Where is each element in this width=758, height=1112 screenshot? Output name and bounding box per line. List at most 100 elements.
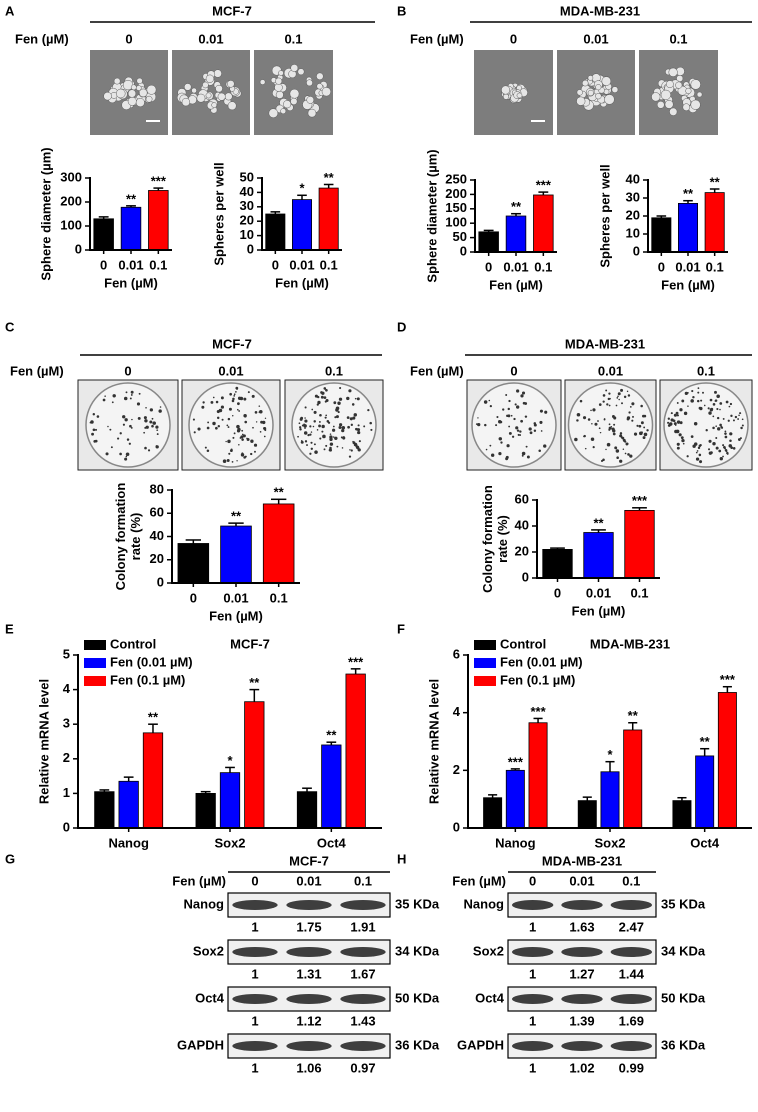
colony bbox=[332, 436, 335, 438]
colony bbox=[93, 440, 97, 443]
panel-title: MDA-MB-231 bbox=[542, 853, 622, 868]
colony bbox=[521, 451, 526, 456]
bar bbox=[678, 202, 699, 253]
x-tick-label: 0.01 bbox=[586, 585, 611, 600]
cell bbox=[601, 76, 612, 86]
size-label: 50 KDa bbox=[395, 990, 440, 1005]
y-tick-label: 100 bbox=[60, 217, 82, 232]
significance-label: * bbox=[607, 747, 613, 762]
colony bbox=[325, 414, 328, 417]
x-axis-label: Fen (µM) bbox=[209, 608, 263, 623]
colony bbox=[102, 398, 106, 402]
colony bbox=[264, 428, 267, 432]
y-axis-label: Relative mRNA level bbox=[36, 679, 51, 804]
relative-level: 1.31 bbox=[296, 966, 321, 981]
colony bbox=[324, 416, 327, 419]
colony bbox=[507, 414, 511, 418]
cell bbox=[275, 77, 283, 85]
colony bbox=[242, 434, 246, 438]
bar bbox=[704, 192, 725, 253]
colony bbox=[517, 433, 520, 436]
cell bbox=[669, 107, 678, 116]
lane-label: 0.1 bbox=[284, 31, 302, 46]
colony bbox=[322, 434, 326, 439]
colony bbox=[519, 434, 522, 436]
cell bbox=[215, 84, 223, 93]
colony bbox=[329, 446, 332, 450]
cell bbox=[611, 86, 619, 93]
colony bbox=[119, 432, 122, 435]
bar bbox=[220, 525, 252, 584]
y-tick-label: 200 bbox=[445, 186, 467, 201]
colony bbox=[719, 457, 723, 461]
colony bbox=[253, 443, 258, 447]
colony bbox=[515, 426, 519, 430]
colony bbox=[331, 428, 336, 432]
bar bbox=[583, 532, 614, 579]
y-tick-label: 40 bbox=[150, 528, 164, 543]
colony bbox=[722, 417, 725, 420]
colony bbox=[254, 450, 256, 453]
colony bbox=[309, 425, 312, 428]
cell bbox=[316, 83, 323, 90]
colony bbox=[502, 408, 505, 411]
colony bbox=[151, 424, 154, 428]
band bbox=[561, 994, 603, 1004]
colony bbox=[215, 400, 219, 404]
error-bar bbox=[709, 188, 720, 193]
colony bbox=[539, 409, 543, 413]
error-bar bbox=[722, 685, 732, 693]
x-tick-label: 0.1 bbox=[270, 590, 288, 605]
colony bbox=[356, 397, 360, 401]
cell bbox=[211, 102, 218, 108]
significance-label: *** bbox=[530, 704, 546, 719]
colony bbox=[584, 447, 587, 450]
significance-label: *** bbox=[348, 654, 364, 669]
panel-letter: F bbox=[397, 621, 405, 636]
colony bbox=[722, 444, 725, 447]
colony bbox=[508, 399, 511, 403]
colony bbox=[130, 390, 134, 394]
x-tick-label: 0 bbox=[272, 257, 279, 272]
error-bar bbox=[126, 205, 136, 208]
cell bbox=[690, 79, 701, 90]
colony bbox=[690, 435, 694, 438]
y-axis-label: Colony formation rate (%) bbox=[480, 485, 510, 593]
colony bbox=[615, 404, 618, 407]
colony bbox=[519, 430, 522, 433]
colony bbox=[220, 396, 224, 400]
x-tick-label: 0.1 bbox=[149, 257, 167, 272]
colony bbox=[522, 401, 526, 405]
colony bbox=[243, 456, 246, 459]
colony bbox=[143, 416, 147, 420]
significance-label: ** bbox=[324, 170, 335, 185]
x-tick-label: 0 bbox=[554, 585, 561, 600]
cell bbox=[275, 90, 284, 99]
bar bbox=[651, 217, 672, 253]
colony bbox=[339, 386, 342, 390]
relative-level: 0.97 bbox=[350, 1060, 375, 1075]
colony bbox=[314, 394, 318, 398]
colony bbox=[712, 415, 715, 418]
cell bbox=[191, 87, 197, 94]
colony bbox=[539, 420, 543, 424]
colony bbox=[618, 398, 620, 401]
colony bbox=[125, 391, 128, 394]
bar bbox=[600, 771, 620, 829]
band bbox=[340, 1041, 386, 1051]
bar bbox=[695, 755, 715, 829]
colony bbox=[629, 405, 632, 408]
colony bbox=[351, 403, 355, 406]
dish bbox=[188, 382, 274, 468]
colony bbox=[683, 411, 688, 416]
colony bbox=[624, 452, 627, 455]
colony bbox=[724, 447, 726, 450]
colony bbox=[316, 429, 319, 431]
size-label: 35 KDa bbox=[395, 896, 440, 911]
colony bbox=[236, 460, 238, 462]
colony bbox=[236, 388, 238, 390]
colony bbox=[608, 392, 611, 395]
colony bbox=[676, 402, 679, 404]
colony bbox=[201, 405, 205, 409]
bar bbox=[623, 729, 643, 829]
